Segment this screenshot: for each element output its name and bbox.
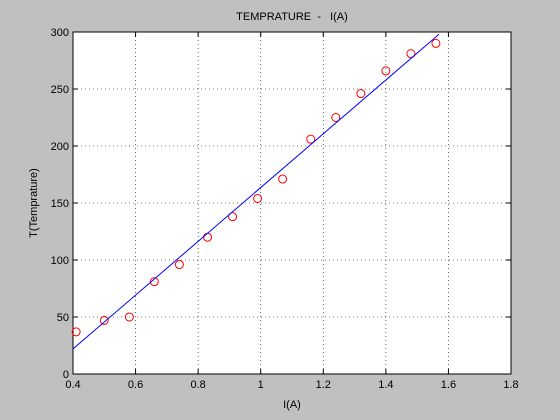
data-point [228,212,238,222]
y-tick-label: 300 [51,27,69,39]
y-axis-label: T(Temprature) [28,168,40,238]
x-tick-label: 0.4 [65,379,80,391]
x-axis-label: I(A) [283,399,301,411]
y-tick-label: 150 [51,198,69,210]
data-point [253,193,263,203]
data-point [149,277,159,287]
data-point [406,49,416,59]
data-point [71,327,81,337]
axes-box [72,31,512,375]
x-tick-label: 1.8 [503,379,518,391]
x-tick-label: 0.8 [190,379,205,391]
data-point [306,134,316,144]
x-tick-label: 1 [258,379,264,391]
y-tick-label: 50 [57,312,69,324]
data-point [381,66,391,76]
y-tick-label: 100 [51,255,69,267]
x-tick-label: 1.2 [316,379,331,391]
x-tick-label: 1.6 [441,379,456,391]
data-point [278,174,288,184]
x-tick-label: 0.6 [128,379,143,391]
y-tick-label: 200 [51,141,69,153]
data-point [431,38,441,48]
data-point [356,89,366,99]
x-tick-label: 1.4 [378,379,393,391]
y-tick-label: 250 [51,84,69,96]
chart-title: TEMPRATURE - I(A) [236,11,348,23]
data-point [174,260,184,270]
fit-line [72,33,440,350]
data-point [124,312,134,322]
y-tick-label: 0 [63,369,69,381]
data-point [331,113,341,122]
data-point [99,315,109,325]
